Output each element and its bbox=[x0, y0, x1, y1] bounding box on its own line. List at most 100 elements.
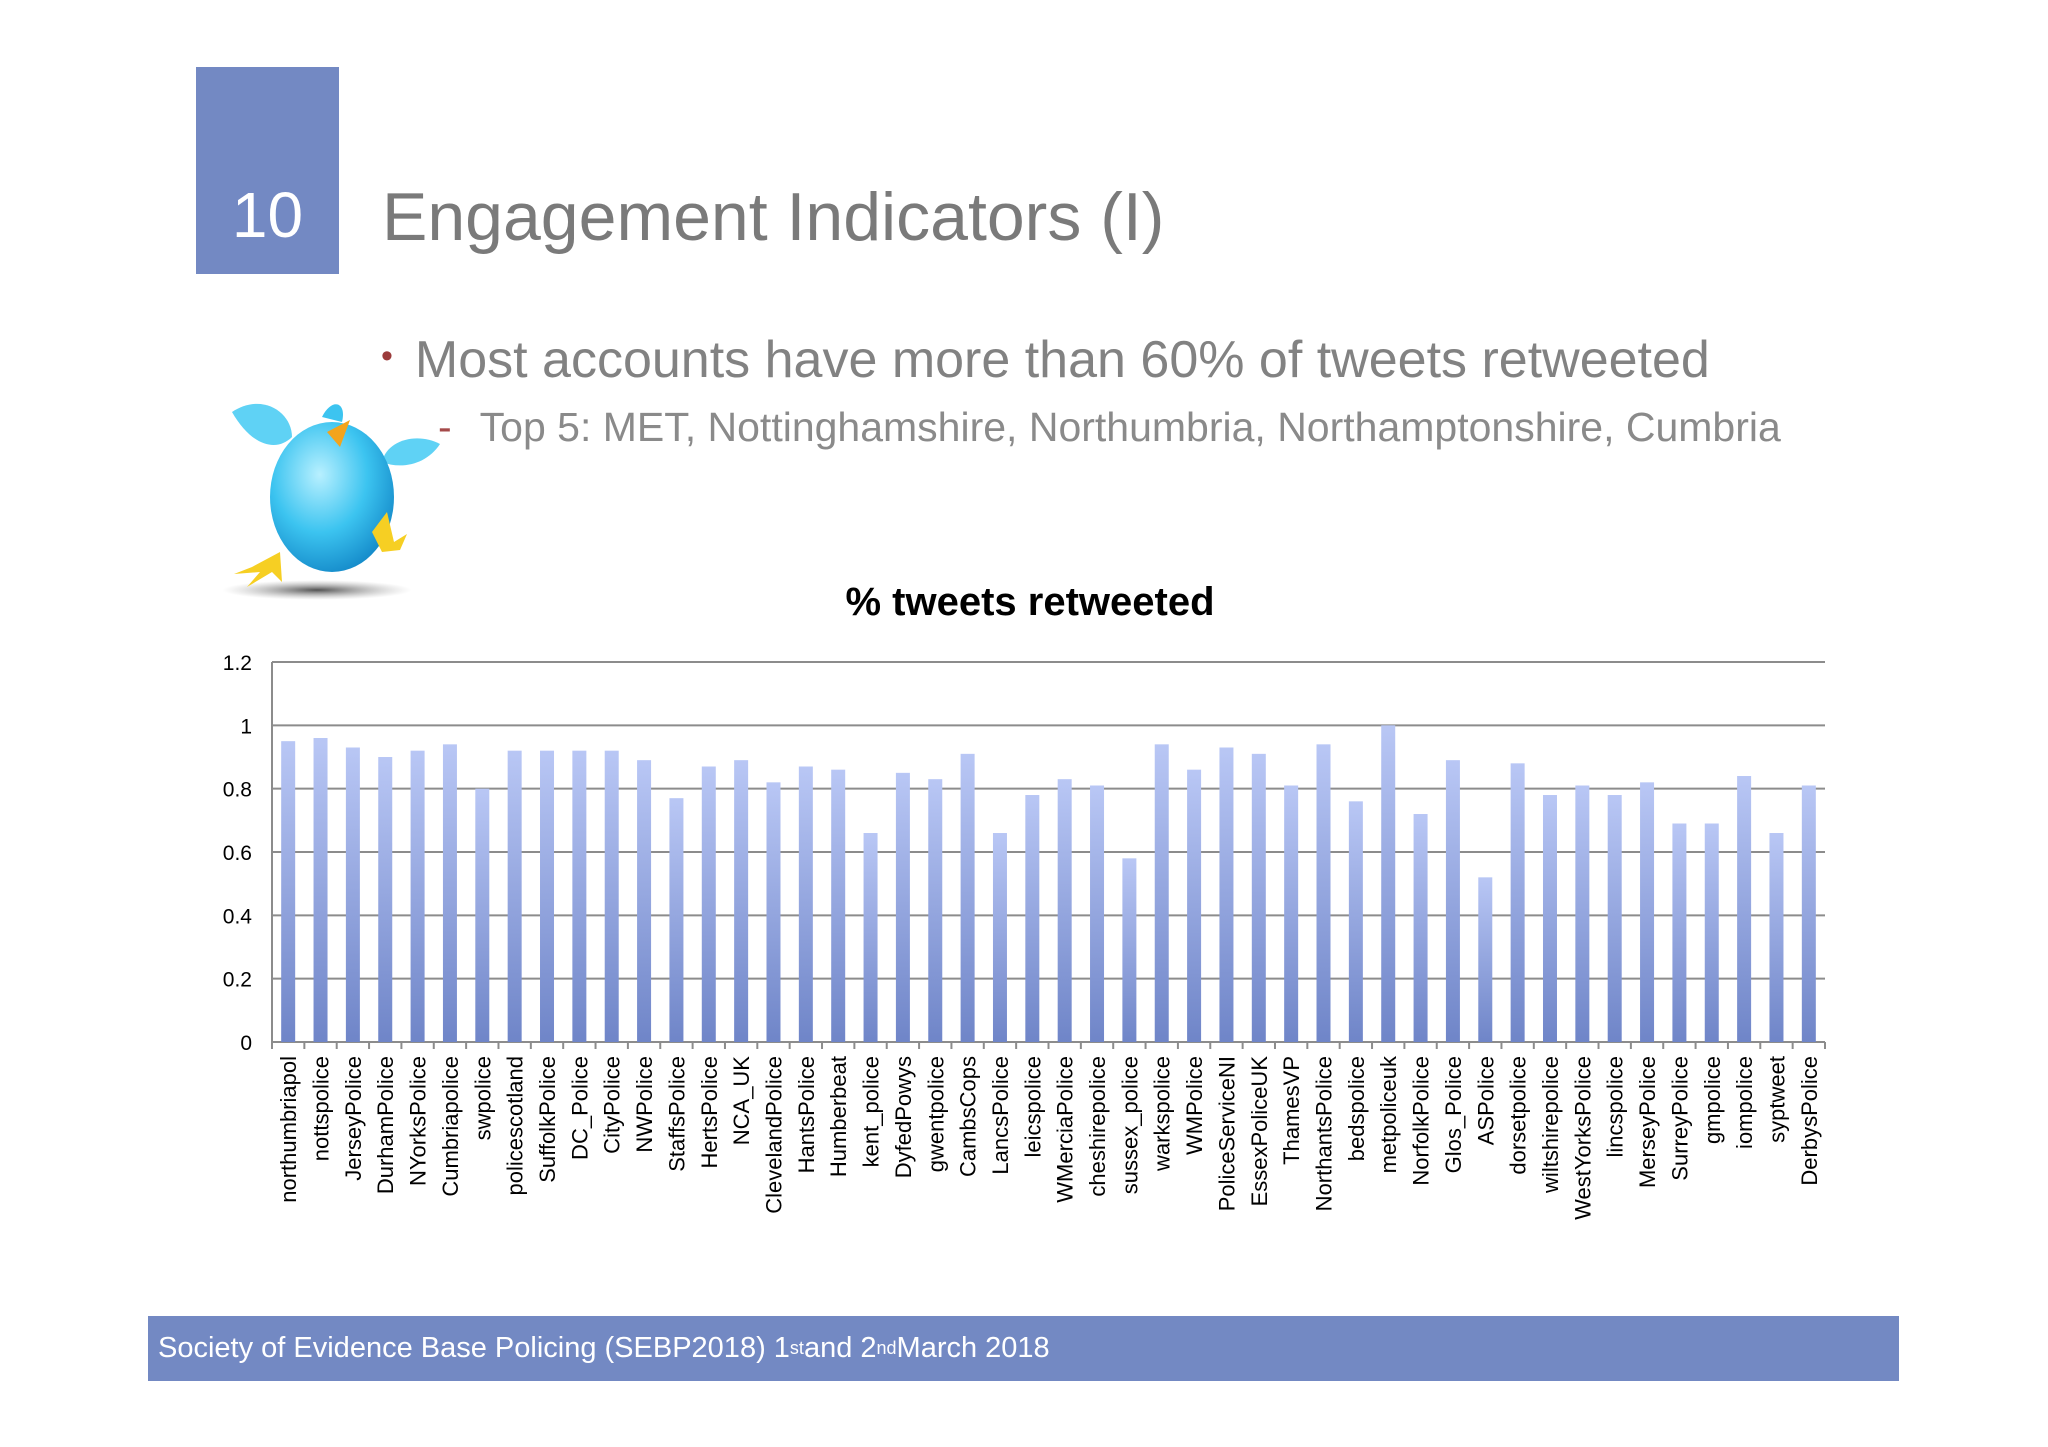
x-tick-label: NorfolkPolice bbox=[1409, 1056, 1434, 1186]
x-tick-label: ClevelandPolice bbox=[761, 1056, 786, 1214]
x-tick-label: warkspolice bbox=[1150, 1056, 1175, 1172]
bar-JerseyPolice bbox=[345, 747, 360, 1042]
x-tick-label: WestYorksPolice bbox=[1570, 1056, 1595, 1220]
sub-bullet-text: Top 5: MET, Nottinghamshire, Northumbria… bbox=[479, 404, 1781, 450]
bar-kent_police bbox=[863, 833, 878, 1042]
sub-bullet-point: - Top 5: MET, Nottinghamshire, Northumbri… bbox=[438, 404, 1781, 451]
bar-LancsPolice bbox=[992, 833, 1007, 1042]
bar-gwentpolice bbox=[928, 779, 943, 1042]
x-tick-label: EssexPoliceUK bbox=[1247, 1056, 1272, 1207]
bar-bedspolice bbox=[1348, 801, 1363, 1042]
x-tick-label: DyfedPowys bbox=[891, 1056, 916, 1178]
bar-iompolice bbox=[1737, 776, 1752, 1042]
bar-WestYorksPolice bbox=[1575, 785, 1590, 1042]
bar-gmpolice bbox=[1704, 823, 1719, 1042]
x-tick-label: WMerciaPolice bbox=[1053, 1056, 1078, 1203]
x-tick-label: ASPolice bbox=[1473, 1056, 1498, 1145]
bar-leicspolice bbox=[1025, 795, 1040, 1042]
x-tick-label: StaffsPolice bbox=[664, 1056, 689, 1172]
x-tick-label: kent_police bbox=[859, 1056, 884, 1167]
bar-wiltshirepolice bbox=[1542, 795, 1557, 1042]
bar-nottspolice bbox=[313, 738, 328, 1042]
bullet-text: Most accounts have more than 60% of twee… bbox=[414, 331, 1710, 389]
bullet-marker: • bbox=[381, 337, 393, 375]
bullet-point: • Most accounts have more than 60% of twe… bbox=[381, 330, 1710, 390]
x-tick-label: Humberbeat bbox=[826, 1056, 851, 1177]
bar-MerseyPolice bbox=[1640, 782, 1655, 1042]
x-tick-label: WMPolice bbox=[1182, 1056, 1207, 1155]
footer-text-part2: and 2 bbox=[803, 1332, 877, 1364]
bar-CityPolice bbox=[604, 750, 619, 1042]
bar-DyfedPowys bbox=[895, 772, 910, 1042]
bar-WMPolice bbox=[1187, 769, 1202, 1042]
y-tick-label: 0.8 bbox=[223, 779, 252, 802]
bird-mascot-icon bbox=[222, 403, 440, 600]
bar-WMerciaPolice bbox=[1057, 779, 1072, 1042]
bar-NorfolkPolice bbox=[1413, 814, 1428, 1042]
bar-CambsCops bbox=[960, 753, 975, 1042]
bar-DC_Police bbox=[572, 750, 587, 1042]
bar-northumbriapol bbox=[281, 741, 296, 1042]
x-tick-label: swpolice bbox=[470, 1056, 495, 1140]
bar-ClevelandPolice bbox=[766, 782, 781, 1042]
x-tick-label: DurhamPolice bbox=[373, 1056, 398, 1194]
y-tick-label: 0.4 bbox=[223, 905, 253, 928]
bar-HertsPolice bbox=[701, 766, 716, 1042]
x-tick-label: MerseyPolice bbox=[1635, 1056, 1660, 1188]
x-tick-label: sussex_police bbox=[1117, 1056, 1142, 1194]
bar-lincspolice bbox=[1607, 795, 1622, 1042]
x-tick-label: CityPolice bbox=[600, 1056, 625, 1154]
x-tick-label: LancsPolice bbox=[988, 1056, 1013, 1175]
x-tick-label: policescotland bbox=[503, 1056, 528, 1195]
x-tick-label: NorthantsPolice bbox=[1312, 1056, 1337, 1211]
sub-bullet-marker: - bbox=[438, 404, 452, 450]
bar-PoliceServiceNI bbox=[1219, 747, 1234, 1042]
x-tick-label: JerseyPolice bbox=[341, 1056, 366, 1181]
bar-metpoliceuk bbox=[1381, 725, 1396, 1042]
x-tick-label: HantsPolice bbox=[794, 1056, 819, 1173]
bar-dorsetpolice bbox=[1510, 763, 1525, 1042]
x-tick-label: ThamesVP bbox=[1279, 1056, 1304, 1165]
bar-swpolice bbox=[475, 788, 490, 1042]
x-tick-label: SuffolkPolice bbox=[535, 1056, 560, 1183]
x-tick-label: NWPolice bbox=[632, 1056, 657, 1153]
bar-NCA_UK bbox=[734, 760, 749, 1042]
y-tick-label: 0 bbox=[240, 1032, 252, 1055]
bar-Glos_Police bbox=[1445, 760, 1460, 1042]
bar-NWPolice bbox=[637, 760, 652, 1042]
bar-SuffolkPolice bbox=[540, 750, 555, 1042]
bar-ThamesVP bbox=[1284, 785, 1299, 1042]
bar-chart: % tweets retweeted 0 0.2 0.4 0.6 0.8 1 1.2 nor… bbox=[223, 580, 1826, 1220]
x-tick-label: lincspolice bbox=[1603, 1056, 1628, 1158]
bar-HantsPolice bbox=[798, 766, 813, 1042]
bar-Humberbeat bbox=[831, 769, 846, 1042]
x-tick-label: leicspolice bbox=[1020, 1056, 1045, 1158]
x-tick-label: gmpolice bbox=[1700, 1056, 1725, 1144]
bar-NYorksPolice bbox=[410, 750, 425, 1042]
bar-StaffsPolice bbox=[669, 798, 684, 1042]
x-tick-label: northumbriapol bbox=[276, 1056, 301, 1203]
bar-cheshirepolice bbox=[1090, 785, 1105, 1042]
x-tick-label: dorsetpolice bbox=[1506, 1056, 1531, 1175]
slide-title: Engagement Indicators (I) bbox=[382, 179, 1165, 255]
x-tick-label: NCA_UK bbox=[729, 1056, 754, 1146]
x-tick-label: SurreyPolice bbox=[1667, 1056, 1692, 1181]
x-tick-label: Glos_Police bbox=[1441, 1056, 1466, 1173]
bar-sussex_police bbox=[1122, 858, 1137, 1042]
footer-bar: Society of Evidence Base Policing (SEBP2… bbox=[148, 1316, 1899, 1381]
footer-text-part3: March 2018 bbox=[896, 1332, 1050, 1364]
x-tick-label: NYorksPolice bbox=[406, 1056, 431, 1186]
slide-number: 10 bbox=[196, 67, 339, 274]
x-tick-label: gwentpolice bbox=[923, 1056, 948, 1172]
bar-DerbysPolice bbox=[1801, 785, 1816, 1042]
x-tick-label: metpoliceuk bbox=[1376, 1055, 1401, 1173]
x-tick-label: cheshirepolice bbox=[1085, 1056, 1110, 1197]
y-tick-label: 1.2 bbox=[223, 652, 252, 675]
x-tick-label: bedspolice bbox=[1344, 1056, 1369, 1161]
x-tick-label: CambsCops bbox=[956, 1056, 981, 1177]
x-tick-label: DC_Police bbox=[567, 1056, 592, 1160]
x-tick-label: HertsPolice bbox=[697, 1056, 722, 1168]
footer-sup-st: st bbox=[789, 1338, 804, 1358]
y-tick-label: 1 bbox=[240, 715, 252, 738]
y-tick-label: 0.6 bbox=[223, 842, 252, 865]
